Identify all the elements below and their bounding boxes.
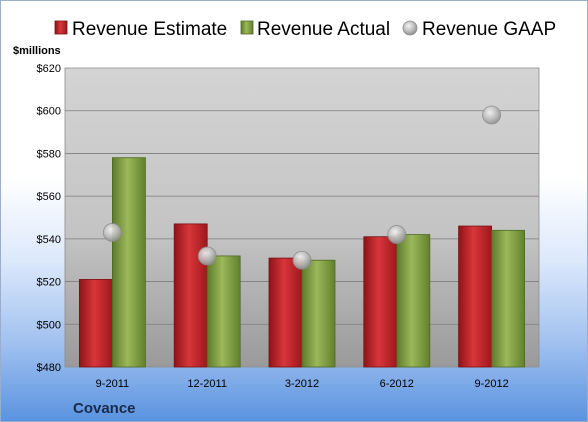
legend-label-actual: Revenue Actual <box>257 19 390 40</box>
y-tick-label: $480 <box>37 362 61 374</box>
bar-revenue-actual <box>491 229 526 368</box>
y-tick-label: $500 <box>37 319 61 331</box>
y-tick-label: $580 <box>37 148 61 160</box>
y-tick-label: $520 <box>37 277 61 289</box>
bar-revenue-estimate <box>363 236 398 368</box>
y-axis-unit-label: $millions <box>13 45 61 57</box>
bar-revenue-estimate <box>458 225 493 368</box>
x-tick-label: 9-2012 <box>474 378 508 390</box>
bars <box>79 157 526 368</box>
bar-revenue-actual <box>396 234 431 368</box>
y-tick-label: $560 <box>37 191 61 203</box>
bar-revenue-actual <box>112 157 146 368</box>
marker-revenue-gaap <box>482 105 502 125</box>
marker-revenue-gaap <box>103 223 122 242</box>
y-tick-label: $600 <box>37 106 61 118</box>
marker-revenue-gaap <box>197 246 217 266</box>
bar-revenue-actual <box>206 255 241 368</box>
x-tick-label: 3-2012 <box>285 378 319 390</box>
legend-marker-gaap <box>402 20 418 36</box>
marker-revenue-gaap <box>292 250 312 270</box>
y-axis-ticks: $480 $500 $520 $540 $560 $580 $600 $620 <box>37 63 61 374</box>
legend-swatch-estimate <box>54 20 68 35</box>
x-axis-ticks: 9-2011 12-2011 3-2012 6-2012 9-2012 <box>96 378 509 390</box>
marker-revenue-gaap <box>387 225 407 244</box>
company-name: Covance <box>73 400 136 417</box>
gaap-markers <box>103 105 502 270</box>
bar-revenue-actual <box>301 259 336 368</box>
y-tick-label: $540 <box>37 234 61 246</box>
y-tick-label: $620 <box>37 63 61 75</box>
x-tick-label: 9-2011 <box>96 378 129 390</box>
bar-revenue-estimate <box>79 279 113 368</box>
x-tick-label: 12-2011 <box>187 378 227 390</box>
bar-revenue-estimate <box>173 223 208 368</box>
x-tick-label: 6-2012 <box>380 378 414 390</box>
legend: Revenue Estimate Revenue Actual Revenue … <box>54 19 556 40</box>
bar-revenue-estimate <box>268 257 303 368</box>
legend-label-estimate: Revenue Estimate <box>72 19 227 40</box>
legend-label-gaap: Revenue GAAP <box>422 19 556 40</box>
legend-swatch-actual <box>240 20 254 35</box>
